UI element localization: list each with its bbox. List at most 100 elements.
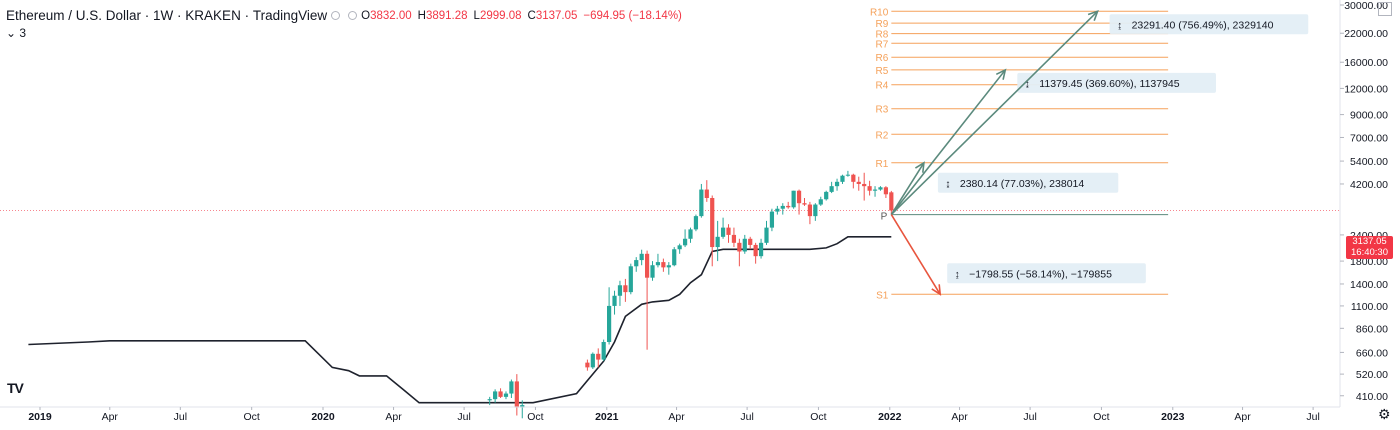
projection-arrowhead bbox=[914, 161, 925, 173]
x-tick-label: Apr bbox=[385, 411, 402, 423]
projection-line bbox=[890, 69, 1006, 216]
candle-body bbox=[720, 227, 726, 237]
indicator-count: 3 bbox=[19, 26, 27, 40]
chevron-down-icon[interactable]: ⌄ bbox=[6, 26, 17, 40]
projection-label-box bbox=[1017, 72, 1217, 93]
candle-body bbox=[834, 181, 840, 187]
last-price-tag: 3137.05 16:40:30 bbox=[1346, 236, 1393, 259]
interval-label[interactable]: 1W bbox=[153, 8, 174, 23]
candle-body bbox=[889, 192, 894, 211]
pivot-level-label: R7 bbox=[876, 39, 889, 50]
y-tick-label: 12000.00 bbox=[1344, 83, 1388, 95]
projection-line bbox=[890, 162, 925, 216]
candle-body bbox=[601, 342, 606, 360]
candle-body bbox=[682, 238, 688, 246]
y-tick-label: 4200.00 bbox=[1350, 179, 1388, 191]
y-tick-label: 30000.00 bbox=[1344, 0, 1388, 12]
measure-icon: ↨ bbox=[955, 269, 960, 280]
y-tick-label: 1100.00 bbox=[1351, 301, 1388, 313]
projection-label: 11379.45 (369.60%), 1137945 bbox=[1039, 78, 1179, 90]
candle-body bbox=[617, 285, 623, 296]
high-value: H3891.28 bbox=[417, 9, 468, 22]
projection-label: 2380.14 (77.03%), 238014 bbox=[960, 178, 1085, 190]
y-tick-label: 1400.00 bbox=[1350, 279, 1388, 291]
candle-body bbox=[758, 242, 764, 257]
symbol-legend: Ethereum / U.S. Dollar · 1W · KRAKEN · T… bbox=[6, 8, 682, 23]
candle-body bbox=[780, 205, 785, 209]
visibility-toggle-icon[interactable] bbox=[331, 11, 341, 20]
candle-body bbox=[813, 204, 818, 217]
x-tick-label: Apr bbox=[668, 411, 685, 423]
trend-line bbox=[28, 236, 892, 404]
y-tick-label: 16000.00 bbox=[1344, 57, 1388, 69]
candle-body bbox=[764, 227, 769, 243]
candle-body bbox=[845, 174, 851, 176]
symbol-name[interactable]: Ethereum / U.S. Dollar bbox=[6, 8, 142, 23]
axes-layer: 30000.00 22000.00 16000.00 12000.00 9000.00 7… bbox=[0, 0, 1388, 423]
pivot-level-label: R2 bbox=[876, 130, 889, 141]
projection-line bbox=[890, 214, 941, 295]
y-tick-label: 660.00 bbox=[1356, 347, 1388, 359]
projection-label: 23291.40 (756.49%), 2329140 bbox=[1132, 19, 1274, 31]
candle-body bbox=[655, 262, 661, 266]
open-value: O3832.00 bbox=[361, 9, 412, 22]
x-tick-label: Oct bbox=[527, 411, 543, 423]
candle-body bbox=[666, 265, 671, 268]
tradingview-logo-icon[interactable]: TV bbox=[7, 380, 24, 396]
candle-body bbox=[807, 204, 813, 217]
candle-body bbox=[607, 305, 612, 343]
x-tick-label: Jul bbox=[174, 411, 187, 423]
candle-body bbox=[688, 229, 693, 239]
exchange-label: KRAKEN bbox=[185, 8, 241, 23]
candle-body bbox=[493, 391, 498, 400]
x-tick-label: 2019 bbox=[28, 411, 52, 423]
candle-body bbox=[796, 190, 802, 204]
last-price-value: 3137.05 bbox=[1352, 236, 1387, 247]
candles-layer bbox=[487, 170, 894, 419]
pivot-level-label: R10 bbox=[870, 7, 889, 18]
pivot-level-label: R1 bbox=[876, 159, 889, 170]
indicator-toggle[interactable]: ⌄ 3 bbox=[6, 26, 26, 40]
candle-body bbox=[628, 266, 633, 293]
candle-body bbox=[737, 242, 742, 252]
y-tick-label: 5400.00 bbox=[1350, 156, 1388, 168]
measure-icon: ↨ bbox=[1025, 79, 1030, 90]
candle-body bbox=[791, 190, 796, 208]
legend-separator: · bbox=[240, 8, 253, 23]
candle-body bbox=[503, 393, 509, 397]
candle-body bbox=[661, 262, 666, 268]
projection-arrowhead bbox=[1087, 10, 1099, 21]
candle-body bbox=[829, 186, 834, 192]
candle-body bbox=[634, 260, 639, 267]
y-tick-label: 7000.00 bbox=[1350, 132, 1388, 144]
projection-label-box bbox=[947, 263, 1146, 284]
layout-icon[interactable] bbox=[1378, 2, 1392, 16]
candle-body bbox=[639, 253, 644, 261]
gear-icon[interactable]: ⚙ bbox=[1378, 406, 1391, 422]
low-value: L2999.08 bbox=[473, 9, 522, 22]
status-dot-icon bbox=[348, 11, 358, 20]
candle-body bbox=[644, 253, 650, 278]
close-value: C3137.05 bbox=[527, 9, 578, 22]
candle-body bbox=[585, 362, 590, 368]
candle-body bbox=[742, 238, 747, 252]
x-tick-label: Apr bbox=[1234, 411, 1251, 423]
candle-body bbox=[818, 199, 823, 205]
candle-body bbox=[487, 399, 492, 401]
y-tick-label: 410.00 bbox=[1356, 391, 1388, 403]
projection-arrowhead bbox=[995, 68, 1007, 80]
candle-body bbox=[623, 285, 628, 293]
x-tick-label: 2022 bbox=[878, 411, 902, 423]
candle-body bbox=[726, 227, 731, 235]
candle-body bbox=[710, 197, 715, 248]
candle-body bbox=[731, 234, 737, 243]
trend-line-layer bbox=[28, 236, 892, 404]
pivot-level-label: R3 bbox=[876, 105, 889, 116]
pivot-level-label: S1 bbox=[876, 290, 889, 301]
pivot-level-label: R9 bbox=[876, 19, 889, 30]
pivot-p-label: P bbox=[881, 212, 888, 223]
x-tick-label: Oct bbox=[810, 411, 826, 423]
